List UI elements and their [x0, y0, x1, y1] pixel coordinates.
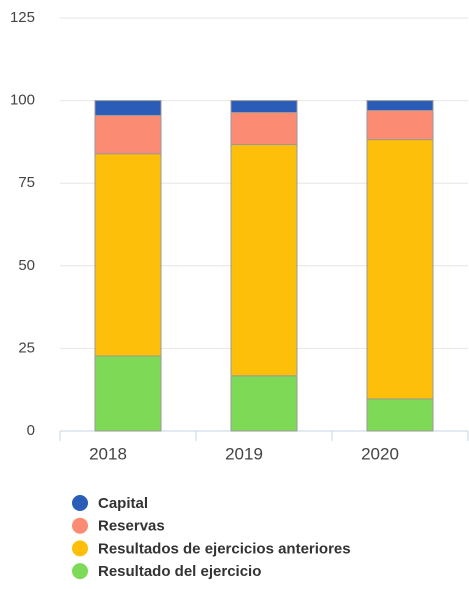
bar-segment	[94, 355, 162, 432]
y-tick-label: 125	[10, 9, 35, 26]
legend-label: Resultados de ejercicios anteriores	[98, 540, 351, 557]
x-tick-label: 2020	[361, 444, 399, 463]
y-tick-label: 75	[18, 174, 35, 191]
bar-segment	[366, 100, 434, 112]
legend-marker	[72, 563, 88, 580]
y-tick-label: 50	[18, 257, 35, 274]
bar-segment	[366, 110, 434, 141]
legend-label: Capital	[98, 495, 148, 512]
bar-segment	[94, 100, 162, 116]
bar-segment	[230, 375, 298, 432]
bar-segment	[230, 100, 298, 113]
legend-label: Reservas	[98, 518, 165, 535]
bar-segment	[230, 144, 298, 377]
legend-label: Resultado del ejercicio	[98, 563, 261, 580]
x-tick-label: 2018	[89, 444, 127, 463]
x-tick-label: 2019	[225, 444, 263, 463]
bar-segment	[94, 114, 162, 155]
bar-segment	[94, 153, 162, 357]
legend-marker	[72, 540, 88, 557]
bar-segment	[366, 139, 434, 400]
y-tick-label: 0	[27, 422, 35, 439]
legend-marker	[72, 517, 88, 534]
bar-segment	[230, 111, 298, 146]
legend-marker	[72, 495, 88, 511]
bar-segment	[366, 398, 434, 432]
y-tick-label: 100	[10, 92, 35, 109]
y-tick-label: 25	[18, 339, 35, 356]
